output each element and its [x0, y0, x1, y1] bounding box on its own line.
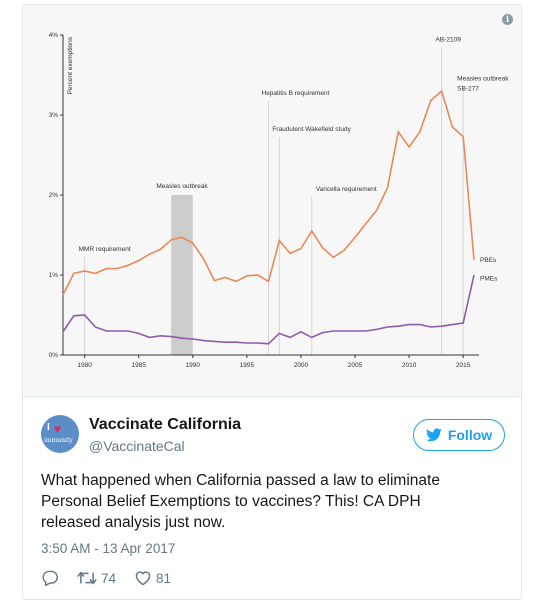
tweet-text-line: Personal Belief Exemptions to vaccines? … — [41, 493, 421, 510]
retweet-button[interactable]: 74 — [77, 570, 116, 586]
tweet-card: Measles outbreak MMR requirement Hepatitis… — [22, 4, 522, 600]
y-tick-label: 4% — [49, 32, 59, 39]
tweet-text-line: What happened when California passed a l… — [41, 472, 440, 489]
x-tick-label: 2000 — [294, 362, 309, 369]
follow-label: Follow — [447, 427, 493, 443]
tweet-text: What happened when California passed a l… — [41, 470, 501, 533]
series-line — [62, 274, 475, 345]
annotation-label: MMR requirement — [79, 246, 131, 253]
exemptions-chart: Measles outbreak MMR requirement Hepatitis… — [49, 32, 510, 369]
x-tick-label: 1990 — [186, 362, 201, 369]
shaded-range-label: Measles outbreak — [156, 183, 208, 190]
annotation-label: Hepatitis B requirement — [262, 90, 330, 97]
heart-icon — [135, 571, 151, 586]
shaded-range — [171, 195, 193, 355]
avatar-heart-icon: ♥ — [54, 422, 62, 436]
tweet-text-line: released analysis just now. — [41, 514, 226, 531]
x-tick-label: 1980 — [77, 362, 92, 369]
y-tick-label: 2% — [49, 192, 59, 199]
y-tick-label: 3% — [49, 112, 59, 119]
annotation-label: Fraudulent Wakefield study — [272, 126, 351, 133]
annotation-label: Measles outbreak — [457, 76, 509, 83]
x-tick-label: 2005 — [348, 362, 363, 369]
like-button[interactable]: 81 — [134, 570, 171, 586]
series-label: PMEs — [480, 276, 498, 283]
timestamp[interactable]: 3:50 AM - 13 Apr 2017 — [41, 541, 176, 556]
tweet-media[interactable]: Measles outbreak MMR requirement Hepatitis… — [23, 5, 521, 397]
series-line — [62, 89, 475, 296]
annotation-label: Varicella requirement — [316, 186, 377, 193]
retweet-icon — [77, 571, 97, 585]
x-tick-label: 2015 — [456, 362, 471, 369]
twitter-bird-icon — [425, 428, 442, 442]
x-tick-label: 1995 — [240, 362, 255, 369]
like-count: 81 — [156, 570, 172, 586]
info-icon[interactable]: i — [502, 14, 513, 25]
x-tick-label: 2010 — [402, 362, 417, 369]
x-tick-label: 1985 — [131, 362, 146, 369]
y-axis-label: Percent exemptions — [67, 36, 74, 94]
series-label: PBEs — [480, 257, 497, 264]
reply-button[interactable] — [41, 570, 59, 586]
avatar-letter: I — [47, 422, 50, 433]
display-name[interactable]: Vaccinate California — [89, 416, 242, 433]
avatar-text: immunity — [44, 437, 73, 444]
retweet-count: 74 — [101, 570, 117, 586]
annotation-label: SB-277 — [457, 86, 479, 93]
user-handle[interactable]: @VaccinateCal — [89, 438, 185, 454]
y-tick-label: 1% — [49, 272, 59, 279]
follow-button[interactable]: Follow — [413, 419, 505, 451]
reply-icon — [42, 570, 58, 586]
avatar[interactable]: I ♥ immunity — [41, 415, 79, 453]
annotation-label: AB-2109 — [436, 36, 462, 43]
tweet-actions: 74 81 — [41, 568, 189, 588]
tweet-header: I ♥ immunity Vaccinate California @Vacci… — [41, 413, 505, 459]
y-tick-label: 0% — [49, 352, 59, 359]
